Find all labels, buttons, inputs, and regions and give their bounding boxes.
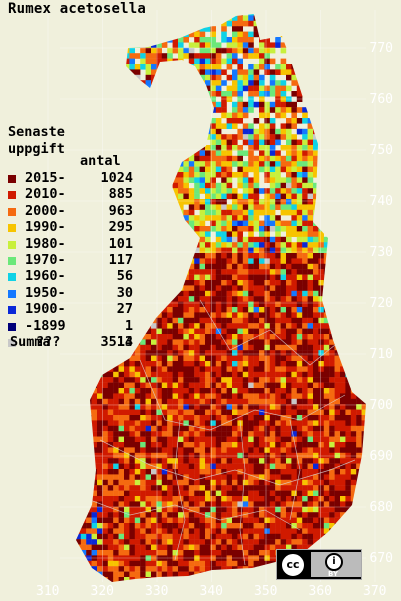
legend-heading-line2: uppgift	[8, 141, 65, 157]
legend-count: 56	[116, 268, 133, 285]
y-axis-label: 690	[369, 449, 393, 464]
legend-count: 27	[116, 301, 133, 318]
legend-item: 1980- 101	[8, 236, 133, 253]
y-axis-label: 730	[369, 245, 393, 260]
legend-count: 295	[108, 219, 133, 236]
legend-item: 1900- 27	[8, 301, 133, 318]
x-axis-label: 340	[199, 584, 223, 599]
y-axis-label: 760	[369, 92, 393, 107]
by-label: BY	[328, 570, 339, 578]
cc-logo-icon: cc	[280, 552, 306, 578]
legend-heading-line1: Senaste	[8, 124, 65, 140]
y-axis-label: 770	[369, 41, 393, 56]
legend-label: 2010-	[25, 186, 66, 203]
legend-item: ??? 14	[8, 334, 133, 351]
legend-item: 1960- 56	[8, 268, 133, 285]
summa-label: Summa	[10, 334, 51, 350]
legend-swatch	[8, 207, 16, 216]
coordinate-grid	[47, 10, 376, 582]
y-axis-label: 670	[369, 551, 393, 566]
x-axis-label: 330	[145, 584, 169, 599]
legend-label: 2015-	[25, 170, 66, 186]
attribution-person-icon: i	[325, 553, 343, 571]
x-axis-label: 350	[254, 584, 278, 599]
legend-count: 1024	[100, 170, 133, 186]
legend-item: 2000- 963	[8, 203, 133, 220]
legend-count: 1	[124, 317, 133, 334]
legend-swatch	[8, 240, 16, 249]
legend-swatch	[8, 224, 16, 233]
legend-label: 1980-	[25, 235, 66, 252]
legend-item: 1950- 30	[8, 285, 133, 302]
legend-item: 1970- 117	[8, 252, 133, 269]
legend-item: 1990- 295	[8, 219, 133, 236]
legend-item: -1899 1	[8, 318, 133, 335]
x-axis-label: 370	[363, 584, 387, 599]
legend-count: 101	[108, 235, 133, 252]
map-title: Rumex acetosella	[8, 1, 147, 17]
y-axis-label: 740	[369, 194, 393, 209]
legend-label: 1960-	[25, 268, 66, 285]
legend-swatch	[8, 191, 16, 200]
legend-count-header: antal	[80, 153, 121, 169]
legend-swatch	[8, 339, 16, 347]
legend-swatch	[8, 306, 16, 315]
legend-swatch	[8, 273, 16, 282]
legend-label: 1990-	[25, 219, 66, 236]
y-axis-label: 710	[369, 347, 393, 362]
legend-count: 30	[116, 284, 133, 301]
y-axis-label: 680	[369, 500, 393, 515]
legend-summa-row: Summa 3513	[10, 334, 133, 351]
y-axis-label: 750	[369, 143, 393, 158]
cc-license-badge[interactable]: cc i BY	[276, 549, 362, 580]
x-axis-label: 320	[90, 584, 114, 599]
legend-swatch	[8, 289, 16, 298]
legend-label: ???	[36, 334, 61, 350]
legend-count: 885	[108, 186, 133, 203]
summa-count: 3513	[100, 334, 133, 350]
legend-count: 117	[108, 252, 133, 268]
legend-label: 1970-	[25, 252, 66, 268]
legend-count: 14	[116, 334, 133, 350]
region-borders	[89, 299, 356, 566]
legend-label: -1899	[25, 317, 66, 334]
x-axis-label: 310	[36, 584, 60, 599]
y-axis-label: 700	[369, 398, 393, 413]
legend-swatch	[8, 175, 16, 183]
legend-count: 963	[108, 202, 133, 219]
legend-label: 1950-	[25, 284, 66, 301]
legend-label: 1900-	[25, 301, 66, 318]
legend-label: 2000-	[25, 202, 66, 219]
legend-item: 2015- 1024	[8, 170, 133, 187]
legend-swatch	[8, 257, 16, 265]
y-axis-label: 720	[369, 296, 393, 311]
legend-item: 2010- 885	[8, 186, 133, 203]
legend-swatch	[8, 322, 16, 331]
x-axis-label: 360	[308, 584, 332, 599]
